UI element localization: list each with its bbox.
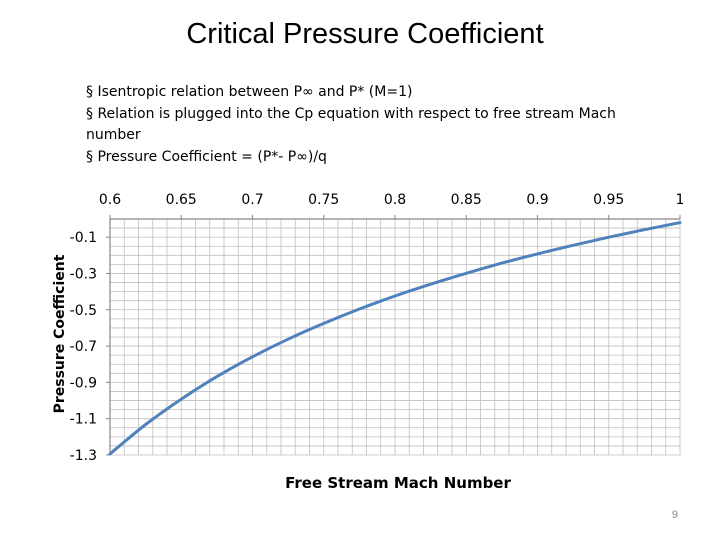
series-line (108, 221, 682, 456)
bullet-item: § Isentropic relation between P∞ and P* … (86, 84, 413, 100)
slide-title: Critical Pressure Coefficient (186, 18, 544, 50)
bullet-item: § Relation is plugged into the Cp equati… (86, 105, 616, 144)
x-tick-label: 0.65 (166, 192, 197, 208)
x-axis-title: Free Stream Mach Number (285, 474, 511, 492)
chart-gridlines (109, 218, 681, 456)
chart-tick-labels: 0.6 0.65 0.7 0.75 0.8 0.85 0.9 0.95 1 -0.1 -0.3 -0.… (70, 192, 685, 464)
x-tick-label: 0.6 (99, 192, 121, 208)
chart-series (108, 221, 682, 456)
x-tick-label: 0.85 (451, 192, 482, 208)
y-tick-label: -0.7 (70, 339, 97, 355)
slide-number: 9 (671, 509, 678, 521)
x-tick-label: 1 (676, 192, 685, 208)
y-tick-label: -1.1 (70, 412, 97, 428)
x-tick-label: 0.95 (593, 192, 624, 208)
y-tick-label: -0.9 (70, 375, 97, 391)
x-tick-label: 0.8 (384, 192, 406, 208)
y-tick-label: -0.1 (70, 230, 97, 246)
y-tick-label: -1.3 (70, 448, 97, 464)
x-tick-label: 0.7 (241, 192, 263, 208)
chart-axes (106, 215, 681, 456)
y-axis-title: Pressure Coefficient (52, 254, 68, 413)
x-tick-label: 0.75 (308, 192, 339, 208)
bullet-item: § Pressure Coefficient = (P*- P∞)/q (86, 148, 327, 165)
y-tick-label: -0.3 (70, 266, 97, 282)
x-tick-label: 0.9 (526, 192, 548, 208)
y-tick-label: -0.5 (70, 303, 97, 319)
bullet-list: § Isentropic relation between P∞ and P* … (86, 82, 626, 168)
